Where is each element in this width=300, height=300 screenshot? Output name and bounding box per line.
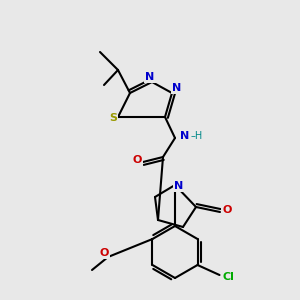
Text: N: N [174,181,184,191]
Text: O: O [132,155,142,165]
Text: N: N [172,83,182,93]
Text: O: O [99,248,109,258]
Text: S: S [109,113,117,123]
Text: –H: –H [191,131,203,141]
Text: O: O [222,205,232,215]
Text: N: N [146,72,154,82]
Text: Cl: Cl [223,272,235,282]
Text: N: N [180,131,190,141]
